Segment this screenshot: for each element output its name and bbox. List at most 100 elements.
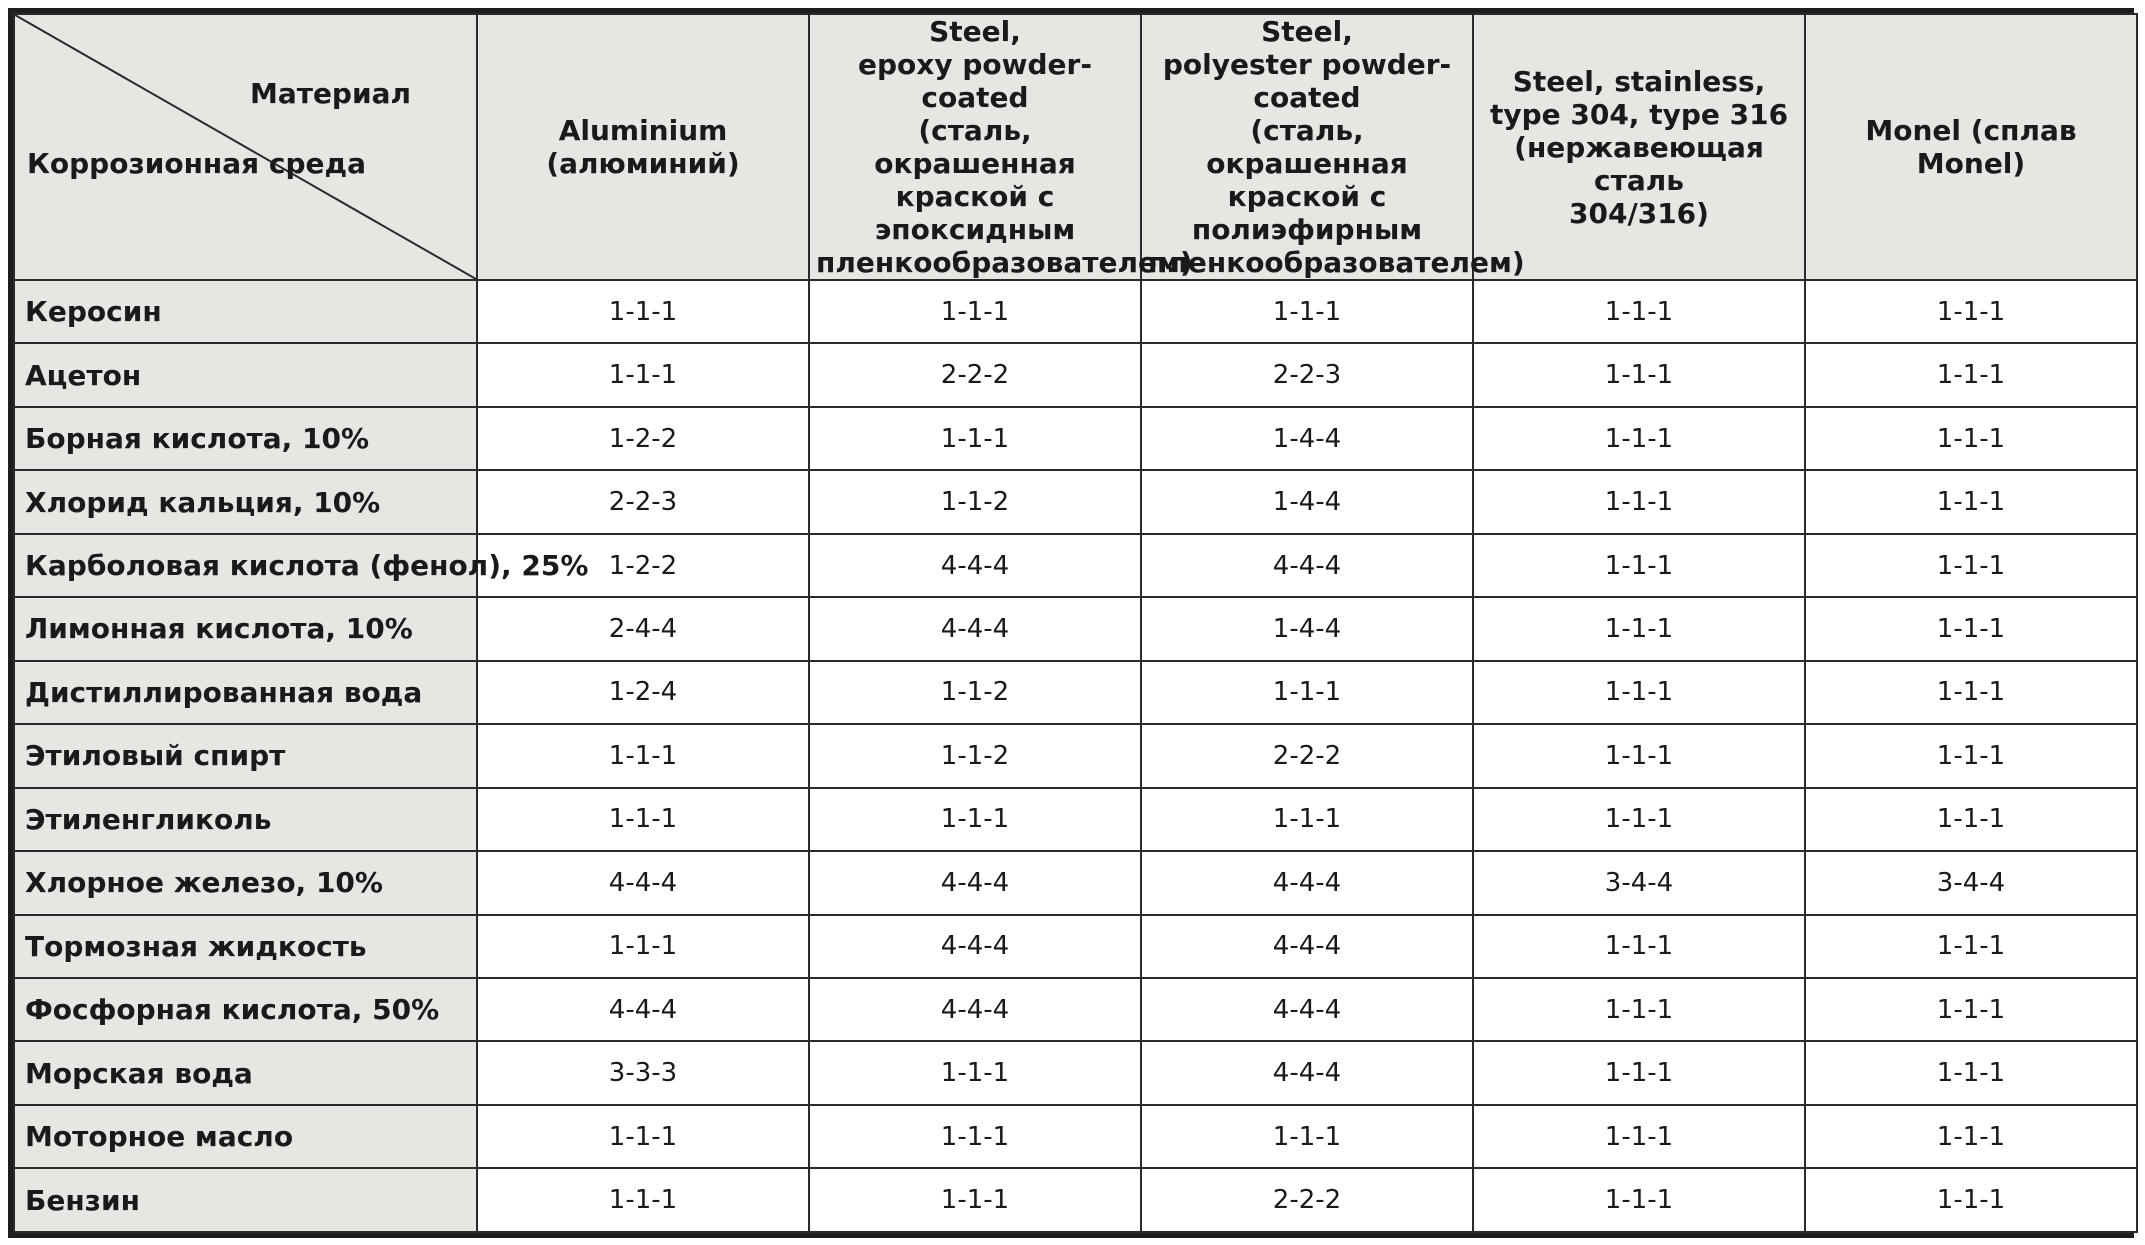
rating-cell: 1-1-2 xyxy=(808,659,1142,726)
rating-cell: 1-1-1 xyxy=(1804,1040,2138,1106)
table-row: Бензин 1-1-1 1-1-1 2-2-2 1-1-1 1-1-1 xyxy=(13,1167,2138,1233)
rating-cell: 1-1-1 xyxy=(1804,723,2138,789)
rating-cell: 4-4-4 xyxy=(1140,532,1474,599)
corrosive-medium-label: Коррозионная среда xyxy=(27,147,367,180)
rating-cell: 1-1-1 xyxy=(1472,913,1806,979)
rating-cell: 4-4-4 xyxy=(808,596,1142,662)
rating-cell: 1-1-1 xyxy=(1472,1167,1806,1233)
rating-cell: 1-1-1 xyxy=(476,913,810,979)
rating-cell: 1-1-1 xyxy=(476,723,810,789)
rating-cell: 1-4-4 xyxy=(1140,596,1474,662)
rating-cell: 2-2-2 xyxy=(808,342,1142,408)
rating-cell: 1-1-1 xyxy=(476,786,810,853)
rating-cell: 1-1-1 xyxy=(1472,278,1806,345)
row-header-medium: Этиленгликоль xyxy=(13,786,478,853)
rating-cell: 1-4-4 xyxy=(1140,405,1474,472)
rating-cell: 3-3-3 xyxy=(476,1040,810,1106)
rating-cell: 4-4-4 xyxy=(1140,913,1474,979)
rating-cell: 1-1-1 xyxy=(476,342,810,408)
rating-cell: 1-1-1 xyxy=(1804,469,2138,535)
rating-cell: 2-2-2 xyxy=(1140,723,1474,789)
rating-cell: 4-4-4 xyxy=(808,913,1142,979)
rating-cell: 1-1-1 xyxy=(476,1103,810,1170)
table-row: Карболовая кислота (фенол), 25% 1-2-2 4-4-… xyxy=(13,532,2138,599)
column-header-steel-epoxy: Steel, epoxy powder-coated (сталь, окраш… xyxy=(808,13,1193,281)
rating-cell: 1-2-2 xyxy=(476,405,810,472)
table-row: Хлорное железо, 10% 4-4-4 4-4-4 4-4-4 3-4-4 3… xyxy=(13,850,2138,916)
rating-cell: 1-1-1 xyxy=(1804,532,2138,599)
rating-cell: 4-4-4 xyxy=(808,976,1142,1043)
rating-cell: 1-2-4 xyxy=(476,659,810,726)
row-header-medium: Карболовая кислота (фенол), 25% xyxy=(13,532,588,599)
rating-cell: 1-1-1 xyxy=(1140,659,1474,726)
table-row: Морская вода 3-3-3 1-1-1 4-4-4 1-1-1 1-1-1 xyxy=(13,1040,2138,1106)
rating-cell: 1-1-1 xyxy=(1804,913,2138,979)
diagonal-divider xyxy=(15,15,476,279)
row-header-medium: Дистиллированная вода xyxy=(13,659,478,726)
rating-cell: 1-1-2 xyxy=(808,469,1142,535)
rating-cell: 4-4-4 xyxy=(476,850,810,916)
rating-cell: 4-4-4 xyxy=(1140,976,1474,1043)
row-header-medium: Тормозная жидкость xyxy=(13,913,478,979)
table-row: Дистиллированная вода 1-2-4 1-1-2 1-1-1 1-1-… xyxy=(13,659,2138,726)
rating-cell: 1-1-1 xyxy=(808,278,1142,345)
rating-cell: 1-1-1 xyxy=(808,786,1142,853)
rating-cell: 1-1-1 xyxy=(808,1040,1142,1106)
rating-cell: 1-1-1 xyxy=(1472,532,1806,599)
column-header-steel-polyester: Steel, polyester powder-coated (сталь, о… xyxy=(1140,13,1525,281)
rating-cell: 4-4-4 xyxy=(1140,1040,1474,1106)
table-row: Моторное масло 1-1-1 1-1-1 1-1-1 1-1-1 1-1-1 xyxy=(13,1103,2138,1170)
column-header-steel-stainless: Steel, stainless, type 304, type 316 (не… xyxy=(1472,13,1806,281)
column-header-aluminium: Aluminium (алюминий) xyxy=(476,13,810,281)
rating-cell: 1-1-1 xyxy=(808,1103,1142,1170)
rating-cell: 2-2-2 xyxy=(1140,1167,1474,1233)
rating-cell: 4-4-4 xyxy=(1140,850,1474,916)
table-row: Лимонная кислота, 10% 2-4-4 4-4-4 1-4-4 1-1-… xyxy=(13,596,2138,662)
table-row: Тормозная жидкость 1-1-1 4-4-4 4-4-4 1-1-1 1-… xyxy=(13,913,2138,979)
rating-cell: 1-1-1 xyxy=(1472,723,1806,789)
rating-cell: 1-4-4 xyxy=(1140,469,1474,535)
rating-cell: 1-1-1 xyxy=(1472,976,1806,1043)
rating-cell: 1-1-1 xyxy=(1472,1040,1806,1106)
rating-cell: 1-1-1 xyxy=(1472,659,1806,726)
column-header-monel: Monel (сплав Monel) xyxy=(1804,13,2138,281)
header-row: Материал Коррозионная среда Aluminium (а… xyxy=(13,13,2138,281)
table-row: Хлорид кальция, 10% 2-2-3 1-1-2 1-4-4 1-1-1 1… xyxy=(13,469,2138,535)
rating-cell: 1-1-1 xyxy=(1804,596,2138,662)
rating-cell: 1-1-1 xyxy=(1472,786,1806,853)
table-row: Фосфорная кислота, 50% 4-4-4 4-4-4 4-4-4 1-1… xyxy=(13,976,2138,1043)
row-header-medium: Керосин xyxy=(13,278,478,345)
table-row: Этиленгликоль 1-1-1 1-1-1 1-1-1 1-1-1 1-1-1 xyxy=(13,786,2138,853)
rating-cell: 1-1-1 xyxy=(1804,342,2138,408)
rating-cell: 4-4-4 xyxy=(808,850,1142,916)
rating-cell: 1-1-1 xyxy=(1804,1103,2138,1170)
row-header-medium: Морская вода xyxy=(13,1040,478,1106)
rating-cell: 1-1-1 xyxy=(1804,659,2138,726)
rating-cell: 4-4-4 xyxy=(808,532,1142,599)
rating-cell: 3-4-4 xyxy=(1472,850,1806,916)
rating-cell: 3-4-4 xyxy=(1804,850,2138,916)
data-table: Материал Коррозионная среда Aluminium (а… xyxy=(13,13,2138,1233)
table-row: Керосин 1-1-1 1-1-1 1-1-1 1-1-1 1-1-1 xyxy=(13,278,2138,345)
rating-cell: 2-2-3 xyxy=(476,469,810,535)
rating-cell: 1-1-1 xyxy=(1472,405,1806,472)
row-header-medium: Хлорид кальция, 10% xyxy=(13,469,478,535)
corrosion-resistance-table: Материал Коррозионная среда Aluminium (а… xyxy=(8,8,2138,1238)
table-row: Этиловый спирт 1-1-1 1-1-2 2-2-2 1-1-1 1-1-1 xyxy=(13,723,2138,789)
table-body: Керосин 1-1-1 1-1-1 1-1-1 1-1-1 1-1-1 Ацетон 1-… xyxy=(13,278,2138,1233)
rating-cell: 1-1-1 xyxy=(808,405,1142,472)
rating-cell: 1-1-1 xyxy=(1804,405,2138,472)
corner-header-cell: Материал Коррозионная среда xyxy=(13,13,478,281)
row-header-medium: Моторное масло xyxy=(13,1103,478,1170)
rating-cell: 1-1-1 xyxy=(1140,278,1474,345)
rating-cell: 1-1-1 xyxy=(476,1167,810,1233)
rating-cell: 1-1-2 xyxy=(808,723,1142,789)
rating-cell: 1-1-1 xyxy=(1472,596,1806,662)
row-header-medium: Этиловый спирт xyxy=(13,723,478,789)
row-header-medium: Хлорное железо, 10% xyxy=(13,850,478,916)
rating-cell: 1-1-1 xyxy=(808,1167,1142,1233)
rating-cell: 1-1-1 xyxy=(1804,278,2138,345)
rating-cell: 1-1-1 xyxy=(1804,976,2138,1043)
row-header-medium: Ацетон xyxy=(13,342,478,408)
row-header-medium: Лимонная кислота, 10% xyxy=(13,596,478,662)
